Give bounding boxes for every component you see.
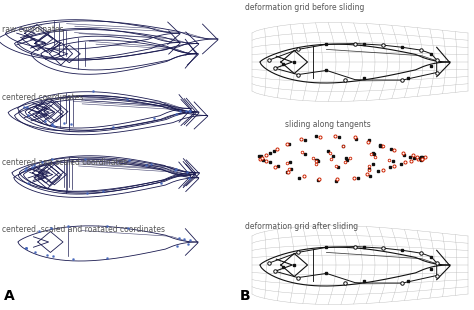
Text: centered and scaled coordinates: centered and scaled coordinates xyxy=(2,158,127,167)
Text: centered, scaled and roatated coordinates: centered, scaled and roatated coordinate… xyxy=(2,225,165,234)
Text: deformation grid before sliding: deformation grid before sliding xyxy=(245,3,365,12)
Text: A: A xyxy=(4,289,15,303)
Text: sliding along tangents: sliding along tangents xyxy=(285,120,371,129)
Text: centered coordinates: centered coordinates xyxy=(2,93,83,102)
Text: raw coordinates: raw coordinates xyxy=(2,25,64,34)
Text: deformation grid after sliding: deformation grid after sliding xyxy=(245,222,358,231)
Text: B: B xyxy=(240,289,251,303)
